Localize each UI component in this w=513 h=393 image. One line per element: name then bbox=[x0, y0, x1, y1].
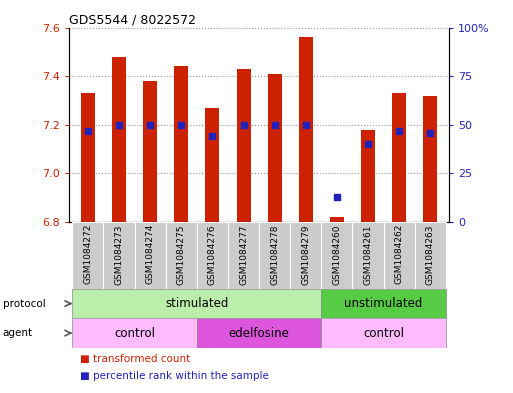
Point bbox=[395, 127, 403, 134]
Text: GSM1084279: GSM1084279 bbox=[301, 224, 310, 285]
Text: GSM1084261: GSM1084261 bbox=[364, 224, 372, 285]
Text: GSM1084263: GSM1084263 bbox=[426, 224, 435, 285]
Bar bbox=[259, 222, 290, 289]
Bar bbox=[352, 222, 384, 289]
Point bbox=[115, 122, 123, 128]
Point bbox=[364, 141, 372, 147]
Text: agent: agent bbox=[3, 328, 33, 338]
Text: edelfosine: edelfosine bbox=[229, 327, 289, 340]
Point bbox=[426, 129, 435, 136]
Bar bbox=[174, 66, 188, 222]
Bar bbox=[299, 37, 313, 222]
Text: GSM1084262: GSM1084262 bbox=[394, 224, 404, 285]
Point bbox=[270, 122, 279, 128]
Text: GSM1084275: GSM1084275 bbox=[177, 224, 186, 285]
Text: GSM1084273: GSM1084273 bbox=[114, 224, 124, 285]
Text: protocol: protocol bbox=[3, 299, 45, 309]
Point bbox=[302, 122, 310, 128]
Bar bbox=[134, 222, 166, 289]
Bar bbox=[268, 74, 282, 222]
Bar bbox=[112, 57, 126, 222]
Point bbox=[84, 127, 92, 134]
Text: GSM1084278: GSM1084278 bbox=[270, 224, 279, 285]
Bar bbox=[72, 222, 104, 289]
Bar bbox=[290, 222, 321, 289]
Bar bbox=[330, 217, 344, 222]
Bar bbox=[81, 93, 95, 222]
Bar bbox=[166, 222, 197, 289]
Bar bbox=[321, 222, 352, 289]
Point bbox=[146, 122, 154, 128]
Text: control: control bbox=[114, 327, 155, 340]
Bar bbox=[197, 222, 228, 289]
Bar bbox=[321, 318, 446, 348]
Text: stimulated: stimulated bbox=[165, 297, 228, 310]
Bar bbox=[143, 81, 157, 222]
Bar bbox=[423, 95, 437, 222]
Text: GSM1084277: GSM1084277 bbox=[239, 224, 248, 285]
Bar bbox=[384, 222, 415, 289]
Bar bbox=[205, 108, 220, 222]
Bar bbox=[236, 69, 250, 222]
Point bbox=[240, 122, 248, 128]
Point bbox=[333, 194, 341, 200]
Point bbox=[177, 122, 185, 128]
Text: GSM1084274: GSM1084274 bbox=[146, 224, 154, 285]
Bar bbox=[104, 222, 134, 289]
Bar bbox=[197, 318, 321, 348]
Text: GSM1084260: GSM1084260 bbox=[332, 224, 341, 285]
Point bbox=[208, 133, 216, 140]
Text: ■ transformed count: ■ transformed count bbox=[80, 354, 190, 364]
Text: GDS5544 / 8022572: GDS5544 / 8022572 bbox=[69, 13, 196, 26]
Text: control: control bbox=[363, 327, 404, 340]
Text: unstimulated: unstimulated bbox=[344, 297, 423, 310]
Bar bbox=[321, 289, 446, 318]
Bar bbox=[361, 130, 375, 222]
Text: GSM1084272: GSM1084272 bbox=[84, 224, 92, 285]
Bar bbox=[72, 318, 197, 348]
Bar bbox=[228, 222, 259, 289]
Bar bbox=[415, 222, 446, 289]
Text: GSM1084276: GSM1084276 bbox=[208, 224, 217, 285]
Bar bbox=[392, 93, 406, 222]
Text: ■ percentile rank within the sample: ■ percentile rank within the sample bbox=[80, 371, 268, 381]
Bar bbox=[72, 289, 321, 318]
